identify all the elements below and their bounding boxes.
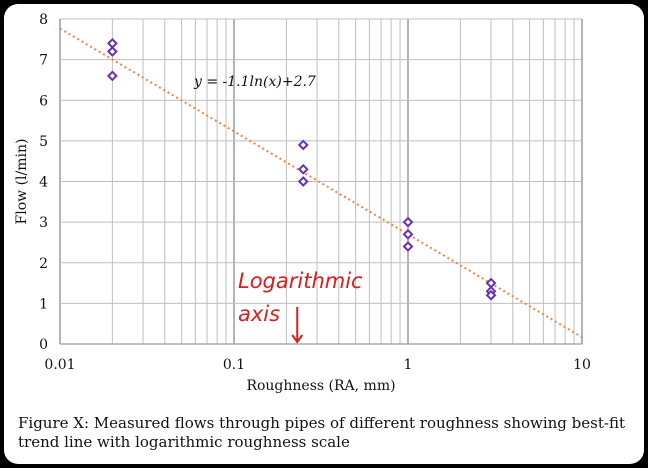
y-tick-label: 8: [39, 12, 48, 28]
data-point: [485, 289, 497, 301]
x-tick-label: 10: [573, 357, 591, 373]
y-tick-label: 2: [39, 256, 48, 272]
data-point: [106, 46, 118, 57]
y-tick-label: 5: [39, 134, 48, 150]
x-tick-label: 0.01: [44, 357, 75, 373]
figure-card: 0 1 2 3 4 5 6 7 8 0.01 0.1 1 10 Roughness (RA, mm) Flo…: [4, 4, 644, 464]
x-tick-label: 0.1: [223, 357, 245, 373]
scatter-chart: 0 1 2 3 4 5 6 7 8 0.01 0.1 1 10 Roughness (RA, mm) Flo…: [14, 12, 591, 394]
data-point: [297, 139, 309, 151]
x-axis-title: Roughness (RA, mm): [246, 378, 395, 394]
data-point: [402, 241, 414, 252]
trendline: [59, 27, 583, 339]
y-axis-title: Flow (l/min): [14, 139, 30, 225]
data-point: [402, 216, 414, 228]
y-tick-label: 0: [39, 337, 48, 353]
figure-caption: Figure X: Measured flows through pipes o…: [18, 414, 625, 451]
y-tick-label: 7: [39, 53, 48, 69]
annotation-line2: axis: [238, 302, 280, 326]
data-point: [402, 228, 414, 240]
annotation-arrow-head: [291, 334, 304, 344]
data-point: [297, 163, 309, 175]
data-point: [106, 70, 118, 82]
y-tick-label: 4: [39, 175, 48, 191]
x-tick-label: 1: [404, 357, 413, 373]
data-point: [297, 176, 309, 187]
y-tick-label: 6: [39, 93, 48, 109]
y-tick-label: 3: [39, 215, 48, 231]
annotation-line1: Logarithmic: [238, 269, 363, 293]
trendline-equation: y = -1.1ln(x)+2.7: [193, 74, 316, 90]
y-tick-label: 1: [39, 296, 48, 312]
